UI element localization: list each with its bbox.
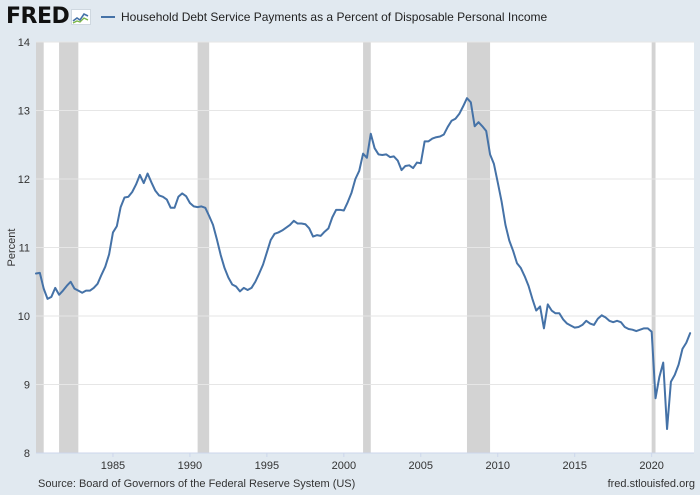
y-tick-label: 11: [19, 243, 30, 255]
x-tick-label: 1985: [101, 460, 125, 469]
x-tick-label: 1995: [255, 460, 279, 469]
x-tick-label: 2015: [562, 460, 586, 469]
chart-area: 8 9 10 11 12 13 14 1985 1990 1995 2000 2005 2010 201…: [0, 34, 700, 472]
source-note: Source: Board of Governors of the Federa…: [38, 478, 356, 490]
legend-line-swatch: [101, 16, 115, 18]
chart-header: FRED Household Debt Service Payments as …: [0, 0, 700, 34]
x-tick-label: 2010: [486, 460, 510, 469]
x-tick-label: 2005: [409, 460, 433, 469]
fred-logo[interactable]: FRED: [6, 4, 92, 30]
chart-legend[interactable]: Household Debt Service Payments as a Per…: [101, 8, 547, 26]
y-tick-label: 8: [24, 448, 30, 460]
x-tick-label: 2000: [332, 460, 356, 469]
y-axis-ticks: 8 9 10 11 12 13 14: [18, 37, 30, 460]
logo-text: FRED: [6, 4, 70, 29]
y-tick-label: 10: [18, 311, 30, 323]
fred-sparkline-logo-icon: [71, 9, 92, 25]
x-tick-label: 1990: [178, 460, 202, 469]
line-chart[interactable]: 8 9 10 11 12 13 14 1985 1990 1995 2000 2005 2010 201…: [0, 34, 700, 472]
x-axis-ticks: 1985 1990 1995 2000 2005 2010 2015 2020: [101, 453, 664, 472]
y-tick-label: 9: [24, 380, 30, 392]
chart-title: Household Debt Service Payments as a Per…: [121, 10, 548, 24]
x-tick-label: 2020: [639, 460, 663, 469]
series-layer: [35, 97, 692, 431]
y-tick-label: 14: [18, 37, 30, 49]
y-tick-label: 12: [18, 174, 30, 186]
source-url[interactable]: fred.stlouisfed.org: [607, 478, 695, 490]
y-axis-label: Percent: [6, 229, 18, 267]
y-tick-label: 13: [18, 106, 30, 118]
series-line-0[interactable]: [35, 97, 692, 431]
